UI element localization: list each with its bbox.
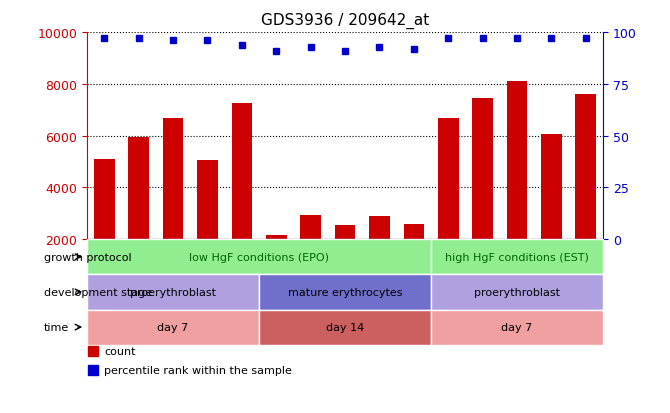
Bar	[266, 236, 287, 240]
Bar	[438, 118, 458, 240]
Bar	[197, 161, 218, 240]
Bar	[431, 240, 603, 275]
Bar	[87, 240, 431, 275]
Bar	[472, 99, 493, 240]
Bar	[431, 310, 603, 345]
Title: GDS3936 / 209642_at: GDS3936 / 209642_at	[261, 13, 429, 29]
Bar	[87, 310, 259, 345]
Bar	[403, 224, 424, 240]
Text: proerythroblast: proerythroblast	[474, 287, 560, 297]
Text: day 14: day 14	[326, 322, 364, 332]
Text: day 7: day 7	[157, 322, 189, 332]
Bar	[507, 82, 527, 240]
Bar	[369, 216, 390, 240]
Bar	[431, 275, 603, 310]
Bar	[129, 138, 149, 240]
Bar	[300, 215, 321, 240]
Text: growth protocol: growth protocol	[44, 252, 131, 262]
Bar	[576, 95, 596, 240]
Bar	[163, 118, 184, 240]
Text: time: time	[44, 322, 69, 332]
Text: low HgF conditions (EPO): low HgF conditions (EPO)	[189, 252, 329, 262]
Bar	[259, 275, 431, 310]
Bar	[259, 310, 431, 345]
Text: mature erythrocytes: mature erythrocytes	[288, 287, 402, 297]
Text: percentile rank within the sample: percentile rank within the sample	[104, 365, 292, 375]
Text: day 7: day 7	[501, 322, 533, 332]
Bar	[335, 225, 355, 240]
Text: proerythroblast: proerythroblast	[130, 287, 216, 297]
Text: high HgF conditions (EST): high HgF conditions (EST)	[445, 252, 589, 262]
Bar	[94, 159, 115, 240]
Bar	[87, 275, 259, 310]
Text: development stage: development stage	[44, 287, 151, 297]
Text: count: count	[104, 346, 135, 356]
Bar	[232, 104, 252, 240]
Bar	[541, 135, 561, 240]
